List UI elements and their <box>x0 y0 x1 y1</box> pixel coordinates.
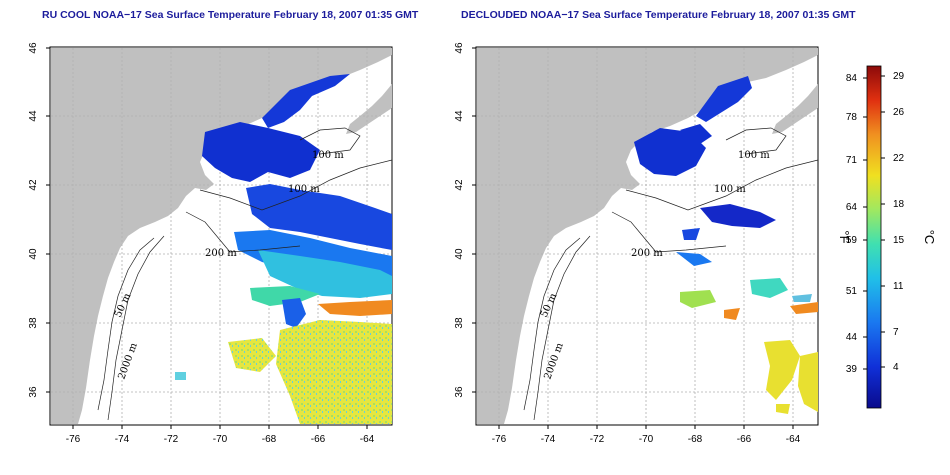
y-tick-label: 38 <box>28 317 39 329</box>
fahrenheit-ticks: 84 78 71 64 59 51 44 39 <box>846 73 867 375</box>
map-title-right: DECLOUDED NOAA−17 Sea Surface Temperatur… <box>461 9 856 21</box>
fahrenheit-tick-label: 78 <box>846 112 858 123</box>
celsius-unit-label: °C <box>922 230 937 245</box>
x-tick-label: -68 <box>688 434 703 445</box>
x-tick-label: -74 <box>541 434 556 445</box>
isobath-label: 200 m <box>205 248 237 259</box>
fahrenheit-tick-label: 59 <box>846 235 858 246</box>
y-tick-label: 44 <box>454 110 465 122</box>
x-axis-ticks: -76 -74 -72 -70 -68 -66 -64 <box>492 425 801 445</box>
x-axis-ticks: -76 -74 -72 -70 -68 -66 -64 <box>66 425 375 445</box>
fahrenheit-unit-label: °F <box>837 230 852 243</box>
x-tick-label: -74 <box>115 434 130 445</box>
fahrenheit-tick-label: 71 <box>846 155 858 166</box>
celsius-ticks: 29 26 22 18 15 11 7 4 <box>881 71 905 373</box>
y-axis-ticks: 46 44 42 40 38 36 <box>28 42 50 398</box>
y-axis-ticks: 46 44 42 40 38 36 <box>454 42 476 398</box>
y-tick-label: 36 <box>454 386 465 398</box>
colorbar-gradient <box>866 65 882 409</box>
isobath-label: 100 m <box>312 150 344 161</box>
y-tick-label: 42 <box>454 179 465 191</box>
x-tick-label: -70 <box>639 434 654 445</box>
land-mass <box>51 48 392 424</box>
map-title-left: RU COOL NOAA−17 Sea Surface Temperature … <box>42 9 419 21</box>
nova-scotia <box>772 84 818 134</box>
nova-scotia <box>346 84 392 134</box>
celsius-tick-label: 26 <box>893 107 905 118</box>
colorbar: 84 78 71 64 59 51 44 39 29 26 22 18 15 1… <box>837 65 937 409</box>
y-tick-label: 44 <box>28 110 39 122</box>
celsius-tick-label: 11 <box>893 281 904 292</box>
y-tick-label: 40 <box>28 248 39 260</box>
x-tick-label: -64 <box>786 434 801 445</box>
isobath-label: 100 m <box>288 184 320 195</box>
fahrenheit-tick-label: 44 <box>846 332 858 343</box>
map-panel-left: 100 m 100 m 200 m 50 m 2000 m -76 -74 -7… <box>28 42 393 445</box>
celsius-tick-label: 22 <box>893 153 905 164</box>
fahrenheit-tick-label: 84 <box>846 73 858 84</box>
y-tick-label: 46 <box>28 42 39 54</box>
fahrenheit-tick-label: 39 <box>846 364 858 375</box>
isobath-label: 100 m <box>738 150 770 161</box>
isobath-contours <box>97 127 393 421</box>
y-tick-label: 42 <box>28 179 39 191</box>
x-tick-label: -76 <box>66 434 81 445</box>
fahrenheit-tick-label: 51 <box>846 286 858 297</box>
x-tick-label: -72 <box>164 434 179 445</box>
sst-data <box>175 74 392 424</box>
fahrenheit-tick-label: 64 <box>846 202 858 213</box>
celsius-tick-label: 15 <box>893 235 905 246</box>
isobath-label: 100 m <box>714 184 746 195</box>
x-tick-label: -76 <box>492 434 507 445</box>
x-tick-label: -72 <box>590 434 605 445</box>
isobath-label: 200 m <box>631 248 663 259</box>
celsius-tick-label: 18 <box>893 199 905 210</box>
sst-data <box>634 76 818 414</box>
y-tick-label: 40 <box>454 248 465 260</box>
celsius-tick-label: 29 <box>893 71 905 82</box>
y-tick-label: 46 <box>454 42 465 54</box>
x-tick-label: -68 <box>262 434 277 445</box>
x-tick-label: -64 <box>360 434 375 445</box>
celsius-tick-label: 7 <box>893 327 899 338</box>
y-tick-label: 38 <box>454 317 465 329</box>
x-tick-label: -66 <box>311 434 326 445</box>
celsius-tick-label: 4 <box>893 362 899 373</box>
x-tick-label: -66 <box>737 434 752 445</box>
isobath-contours <box>523 127 819 421</box>
y-tick-label: 36 <box>28 386 39 398</box>
map-panel-right: 100 m 100 m 200 m 50 m 2000 m -76 -74 -7… <box>454 42 819 445</box>
land-mass <box>477 48 818 424</box>
x-tick-label: -70 <box>213 434 228 445</box>
